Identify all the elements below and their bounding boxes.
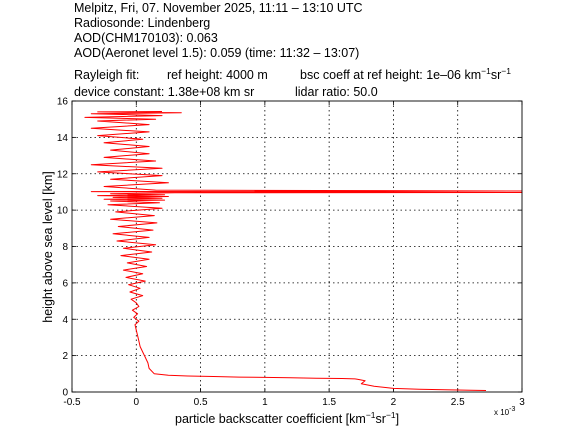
x-tick-label: 0 [134,397,140,408]
x-axis-label: particle backscatter coefficient [km−1sr… [175,410,399,426]
header-radiosonde-line: Radiosonde: Lindenberg [74,16,210,30]
header-bsc-sup2: −1 [501,66,511,76]
header-ref-height: ref height: 4000 m [167,68,268,82]
header-device-constant: device constant: 1.38e+08 km sr [74,85,254,99]
y-tick-label: 6 [62,278,68,289]
header-aod-chm-line: AOD(CHM170103): 0.063 [74,31,218,45]
y-tick-label: 2 [62,351,68,362]
x-axis-label-sup1: −1 [366,410,376,420]
x-tick-label: 1.5 [322,397,336,408]
y-tick-label: 0 [62,388,68,399]
header-bsc-coeff: bsc coeff at ref height: 1e–06 km−1sr−1 [300,66,511,82]
x-axis-exponent-power: -3 [509,406,515,413]
backscatter-profile-line [84,111,523,391]
header-title-line: Melpitz, Fri, 07. November 2025, 11:11 –… [74,1,363,15]
y-axis-label: height above sea level [km] [41,171,55,322]
y-tick-label: 8 [62,242,68,253]
x-axis-exponent-base: x 10 [494,408,510,417]
y-tick-label: 12 [57,169,69,180]
y-tick-label: 16 [57,97,69,108]
x-axis-exponent: x 10-3 [494,406,515,417]
x-axis-label-sr: sr [376,412,386,426]
x-tick-label: 2.5 [451,397,465,408]
x-axis-label-main: particle backscatter coefficient [km [175,412,366,426]
header-rayleigh-label: Rayleigh fit: [74,68,139,82]
header-aod-aeronet-line: AOD(Aeronet level 1.5): 0.059 (time: 11:… [74,46,359,60]
header-text: Melpitz, Fri, 07. November 2025, 11:11 –… [74,1,511,99]
grid-lines [72,101,522,392]
header-bsc-prefix: bsc coeff at ref height: 1e–06 km [300,68,481,82]
x-axis-label-sup2: −1 [386,410,396,420]
header-bsc-sr: sr [491,68,501,82]
x-tick-label: 0.5 [194,397,208,408]
x-tick-label: 3 [519,397,525,408]
plot-series-layer [84,111,523,391]
plot-frame [71,100,523,393]
x-axis-label-close: ] [396,412,399,426]
x-tick-label: 1 [262,397,268,408]
header-bsc-sup1: −1 [481,66,491,76]
x-tick-label: 2 [391,397,397,408]
header-lidar-ratio: lidar ratio: 50.0 [295,85,378,99]
y-tick-label: 14 [57,133,69,144]
y-tick-label: 4 [62,315,68,326]
y-tick-label: 10 [57,206,69,217]
x-tick-label: -0.5 [63,397,81,408]
